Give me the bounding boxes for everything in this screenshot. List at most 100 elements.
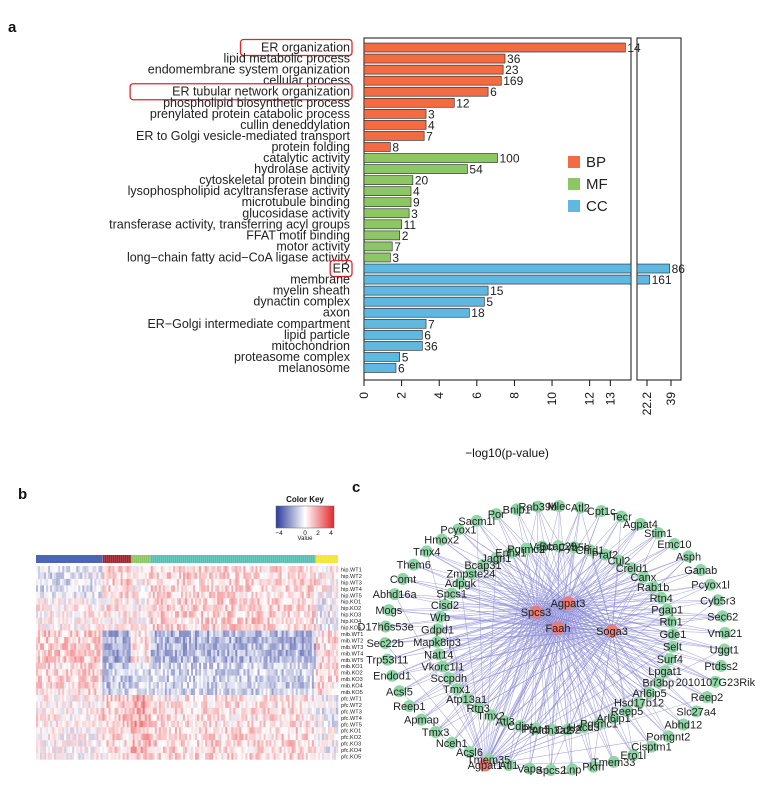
- term-label: melanosome: [278, 361, 350, 375]
- row-label: hip.KO5: [341, 626, 361, 632]
- x-tick-label: 8: [507, 392, 521, 399]
- count-label: 36: [507, 52, 521, 66]
- network-node: [429, 725, 442, 738]
- network-node: [716, 610, 729, 623]
- node-label: Apmap: [404, 715, 439, 727]
- term-label: FFAT motif binding: [246, 228, 350, 242]
- bar: [363, 64, 504, 75]
- count-label: 7: [428, 317, 435, 331]
- node-label: Mapk8ip3: [413, 637, 461, 649]
- node-label: Vma21: [707, 628, 742, 640]
- node-label: Pcyox1l: [691, 580, 730, 592]
- node-label: Praf2: [592, 550, 618, 562]
- color-key-title: Color Key: [286, 495, 324, 504]
- color-key-tick: 4: [329, 530, 333, 537]
- color-key-tick: 2: [316, 530, 320, 537]
- count-label: 7: [394, 240, 401, 254]
- node-label: Atl2: [571, 502, 590, 514]
- node-label: Tmem33: [592, 757, 635, 769]
- node-label: Cyb5b: [558, 542, 590, 554]
- x-tick-label: 10: [545, 392, 559, 406]
- network-node: [379, 620, 392, 633]
- network-node: [490, 552, 503, 565]
- node-label: Zmpste24: [446, 568, 495, 580]
- term-label: cytoskeletal protein binding: [199, 173, 350, 187]
- row-label: hip.WT3: [341, 580, 362, 586]
- network-node: [442, 672, 455, 685]
- term-label: mitochondrion: [271, 339, 350, 353]
- row-label: hip.WT5: [341, 593, 362, 599]
- count-label: 15: [490, 284, 504, 298]
- node-label: Rab1b: [637, 582, 669, 594]
- network-node: [544, 763, 557, 776]
- bar: [363, 363, 397, 373]
- node-label: Slc27a4: [676, 706, 716, 718]
- legend-label-cc: CC: [586, 198, 608, 215]
- bar: [363, 274, 632, 285]
- node-label: Tmx1: [443, 684, 471, 696]
- network-node: [666, 640, 679, 653]
- network-hub-node: [561, 596, 575, 610]
- network-node: [529, 722, 542, 735]
- bar: [363, 142, 391, 152]
- panel-letter-a: a: [8, 19, 17, 36]
- node-label: Wrb: [430, 612, 450, 624]
- bar: [363, 219, 402, 230]
- network-node: [715, 659, 728, 672]
- row-label: pfc.WT2: [341, 703, 362, 709]
- row-label: mib.WT2: [341, 638, 363, 644]
- bar: [363, 263, 632, 274]
- hub-label: Faah: [545, 623, 570, 635]
- count-label: 3: [428, 107, 435, 121]
- color-key-gradient: [275, 505, 335, 529]
- node-label: Vkorc1l1: [421, 661, 464, 673]
- node-label: Mogs: [375, 605, 402, 617]
- bar: [363, 307, 470, 318]
- network-node: [436, 660, 449, 673]
- network-node: [470, 514, 483, 527]
- network-node: [379, 637, 392, 650]
- bar: [363, 42, 626, 53]
- bar: [363, 164, 468, 174]
- node-label: Gdpd1: [421, 624, 454, 636]
- term-label: endomembrane system organization: [148, 63, 350, 77]
- column-group-bar: [36, 555, 103, 563]
- node-label: Sec22b: [366, 638, 403, 650]
- panel-letter-b: b: [18, 486, 27, 503]
- term-label: lipid metabolic process: [224, 52, 350, 66]
- bar: [363, 175, 414, 185]
- node-label: Pgrmc2: [507, 544, 545, 556]
- bar: [363, 53, 506, 64]
- term-label: ER: [333, 262, 350, 276]
- bar: [363, 330, 423, 340]
- node-label: Stim1: [644, 528, 672, 540]
- row-label: hip.KO3: [341, 613, 361, 619]
- x-tick-label: 22.2: [640, 392, 654, 416]
- network-node: [435, 533, 448, 546]
- count-label: 5: [486, 295, 493, 309]
- bar: [363, 241, 393, 252]
- hub-label: Spcs3: [521, 607, 552, 619]
- panel-letter-c: c: [352, 479, 360, 496]
- network-node: [552, 540, 565, 553]
- network-node: [615, 510, 628, 523]
- node-label: 2010107G23Rik: [676, 677, 756, 689]
- network-node: [393, 685, 406, 698]
- color-key-tick: −4: [275, 530, 283, 537]
- bar: [363, 97, 455, 108]
- row-label: mib.WT3: [341, 645, 363, 651]
- count-label: 86: [672, 262, 686, 276]
- bar: [363, 120, 427, 130]
- count-label: 23: [505, 63, 519, 77]
- row-label: pfc.KO2: [341, 735, 361, 741]
- network-node: [531, 500, 544, 513]
- bar: [363, 352, 401, 362]
- network-node: [445, 736, 458, 749]
- term-label: ER−Golgi intermediate compartment: [147, 317, 350, 331]
- node-label: Pgap1: [651, 605, 683, 617]
- node-label: Atl3: [496, 716, 515, 728]
- network-node: [485, 709, 498, 722]
- heatmap-cells: [36, 566, 339, 760]
- node-label: Rab39b: [519, 502, 558, 514]
